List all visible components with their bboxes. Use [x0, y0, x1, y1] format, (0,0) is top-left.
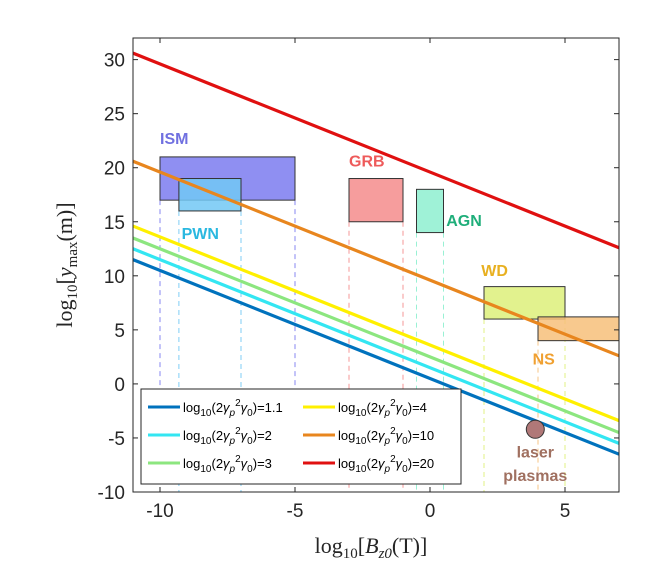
series-line-5: [133, 51, 619, 250]
y-tick-label: 0: [114, 375, 125, 396]
region-label-ism: ISM: [160, 131, 188, 148]
x-tick-label: 5: [560, 501, 571, 522]
y-tick-label: -5: [108, 429, 125, 450]
point-laser-plasmas: [525, 419, 545, 439]
plot-area: ISM PWN GRB AGN WD NS laser plasmas: [133, 51, 619, 492]
y-tick-label: -10: [98, 483, 125, 504]
region-label-wd: WD: [481, 263, 508, 280]
y-tick-label: 5: [114, 321, 125, 342]
region-grb: [348, 178, 404, 223]
plot-content: [133, 51, 619, 492]
region-label-ns: NS: [533, 351, 556, 368]
legend-box: [140, 388, 462, 485]
point-label-line2: plasmas: [503, 468, 567, 485]
region-agn: [416, 188, 444, 234]
x-tick-label: 0: [425, 501, 436, 522]
axes-box: [132, 37, 620, 493]
y-tick-label: 30: [104, 51, 125, 72]
series-line-3: [133, 224, 619, 423]
region-wd: [483, 286, 566, 320]
series-line-4: [133, 159, 619, 358]
y-tick-label: 10: [104, 267, 125, 288]
region-label-pwn: PWN: [182, 226, 219, 243]
x-tick-label: -5: [287, 501, 304, 522]
point-label-line1: laser: [517, 444, 554, 461]
series-line-2: [133, 236, 619, 435]
region-label-grb: GRB: [349, 154, 385, 171]
legend: log10(2γp2γ0)=1.1 log10(2γp2γ0)=4log10(2γ…: [140, 388, 462, 485]
y-axis-title: log10[ymax(m)]: [52, 202, 81, 327]
x-axis-title: log10[Bz0(T)]: [315, 533, 428, 562]
region-label-agn: AGN: [446, 213, 482, 230]
y-tick-label: 25: [104, 105, 125, 126]
y-tick-label: 15: [104, 213, 125, 234]
axes: -10 -5 0 5 -10 -5 0 5 10 15 20 25 30 log10[Bz0(T)] log…: [52, 37, 620, 562]
legend-entry: log10(2γp2γ0)=10: [338, 426, 434, 447]
x-tick-label: -10: [146, 501, 173, 522]
y-tick-label: 20: [104, 159, 125, 180]
series-line-1: [133, 247, 619, 445]
